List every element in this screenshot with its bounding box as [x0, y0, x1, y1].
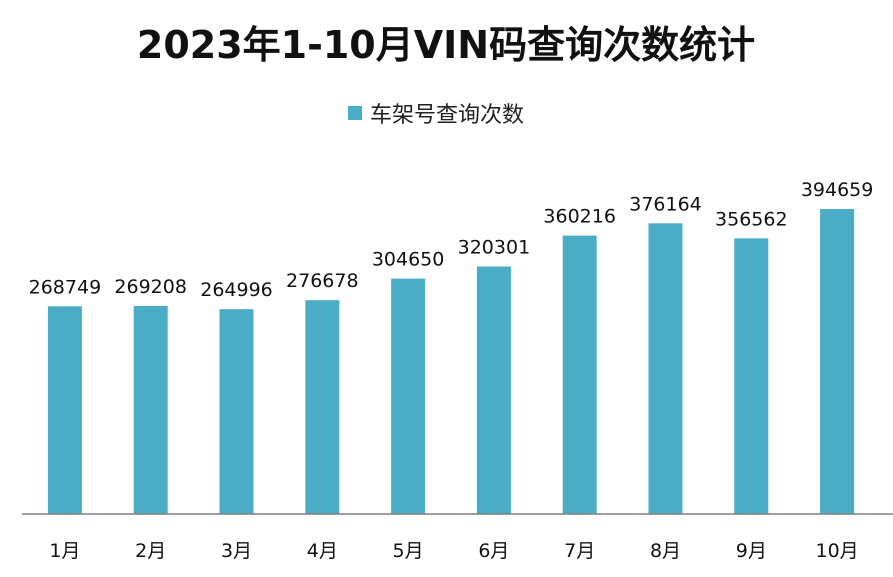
bar-6 [476, 266, 511, 514]
bar-9 [734, 238, 769, 514]
x-tick-label-9: 9月 [736, 540, 767, 562]
x-tick-label-4: 4月 [307, 540, 338, 562]
x-tick-label-3: 3月 [221, 540, 252, 562]
data-label-1: 268749 [29, 276, 102, 298]
bar-1 [47, 306, 82, 514]
data-labels: 268749 269208 264996 276678 304650 320301 3602… [29, 179, 874, 301]
x-tick-label-1: 1月 [49, 540, 80, 562]
legend-label: 车架号查询次数 [370, 103, 524, 128]
bar-5 [391, 278, 426, 514]
legend-swatch [348, 106, 362, 120]
bar-7 [562, 235, 597, 514]
data-label-6: 320301 [458, 237, 531, 259]
x-tick-label-2: 2月 [135, 540, 166, 562]
data-label-8: 376164 [629, 193, 702, 215]
x-tick-label-7: 7月 [564, 540, 595, 562]
bar-10 [820, 209, 855, 514]
data-label-2: 269208 [114, 276, 187, 298]
chart-title: 2023年1-10月VIN码查询次数统计 [137, 23, 755, 67]
bars [47, 209, 855, 515]
bar-4 [305, 300, 340, 514]
data-label-10: 394659 [801, 179, 874, 201]
x-tick-label-8: 8月 [650, 540, 681, 562]
data-label-5: 304650 [372, 249, 445, 271]
bar-8 [648, 223, 683, 515]
x-tick-labels: 1月 2月 3月 4月 5月 6月 7月 8月 9月 10月 [49, 540, 858, 562]
bar-2 [133, 306, 168, 514]
legend: 车架号查询次数 [348, 103, 524, 128]
x-tick-label-5: 5月 [393, 540, 424, 562]
data-label-3: 264996 [200, 279, 273, 301]
data-label-9: 356562 [715, 208, 788, 230]
data-label-4: 276678 [286, 270, 359, 292]
x-tick-label-6: 6月 [478, 540, 509, 562]
bar-3 [219, 309, 254, 514]
x-tick-label-10: 10月 [816, 540, 859, 562]
data-label-7: 360216 [543, 206, 616, 228]
